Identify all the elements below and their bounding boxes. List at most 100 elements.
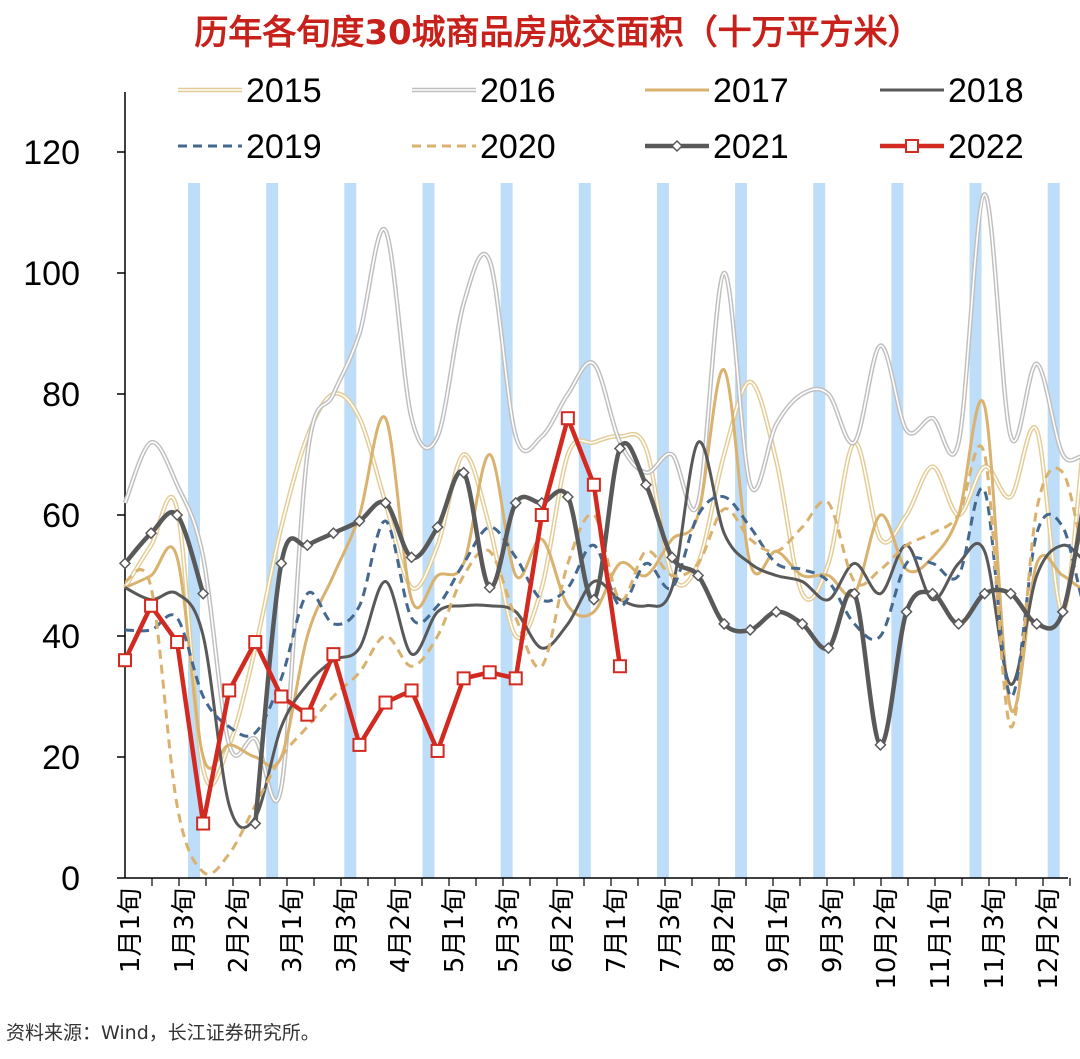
series-line [124,486,1080,738]
series-2018 [124,440,1080,830]
point-marker [353,514,366,528]
point-marker [144,598,159,613]
legend-item-2022: 2022 [880,128,1024,166]
band-18 [578,183,591,878]
x-tick-label: 1月1旬 [116,888,146,973]
point-marker [379,496,392,509]
band-6 [266,183,279,878]
band-33 [969,183,982,878]
point-marker [326,647,341,662]
series-line [123,510,206,595]
point-marker [249,817,262,830]
point-marker [613,442,627,455]
legend-item-2017: 2017 [645,72,789,110]
legend: 2015 2016 2017 2018 2019 2020 2021 2022 [178,72,1024,166]
legend-marker [670,139,684,153]
point-marker [404,683,419,698]
legend-item-2018: 2018 [880,72,1024,110]
point-marker [952,617,965,630]
legend-label: 2016 [480,72,556,110]
point-marker [978,587,991,600]
point-marker [405,551,418,564]
legend-item-2019: 2019 [178,128,322,166]
point-marker [457,466,470,479]
point-marker [744,623,757,637]
point-marker [509,496,522,509]
point-marker [118,557,132,570]
source-note: 资料来源：Wind，长江证券研究所。 [6,1022,320,1044]
y-tick-label: 60 [42,497,80,535]
point-marker [874,738,887,751]
point-marker [900,605,913,618]
x-tick-label: 5月3旬 [494,888,524,973]
point-marker [352,737,367,752]
legend-item-2016: 2016 [412,72,556,110]
series-line [124,444,1080,876]
x-tick-label: 11月3旬 [980,888,1010,990]
x-tick-label: 12月2旬 [1034,888,1064,990]
point-marker [1030,617,1043,630]
legend-item-2021: 2021 [645,128,789,166]
point-marker [822,642,835,655]
x-tick-label: 4月2旬 [386,888,416,973]
point-marker [508,671,523,686]
point-marker [1056,605,1069,618]
point-marker [430,743,445,758]
legend-label: 2019 [246,128,322,166]
x-tick-label: 10月2旬 [872,888,902,990]
point-marker [796,617,809,630]
point-marker [378,695,393,710]
x-tick-label: 3月3旬 [332,888,362,973]
point-marker [718,617,731,630]
x-tick-label: 11月1旬 [926,888,956,990]
point-marker [848,587,861,600]
series-line [124,440,1080,830]
point-marker [144,527,158,540]
series-group [118,192,1080,876]
point-marker [118,653,132,668]
point-marker [300,707,315,722]
legend-label: 2018 [948,72,1024,110]
highlight-bands [188,183,1060,878]
point-marker [274,689,289,704]
legend-label: 2022 [948,128,1024,166]
legend-item-2015: 2015 [178,72,322,110]
series-2021 [118,440,1080,830]
point-marker [275,557,288,570]
point-marker [170,635,185,650]
band-27 [813,183,826,878]
point-marker [665,551,679,564]
point-marker [692,569,705,582]
point-marker [196,816,211,831]
y-tick-label: 0 [61,860,80,898]
point-marker [222,683,237,698]
point-marker [534,508,549,522]
y-tick-label: 80 [42,376,80,414]
legend-item-2020: 2020 [412,128,556,166]
point-marker [612,659,627,674]
x-tick-label: 8月2旬 [710,888,740,973]
y-tick-label: 100 [23,255,80,293]
series-line [122,411,623,824]
point-marker [560,411,575,426]
band-36 [1047,183,1060,878]
chart-title: 历年各旬度30城商品房成交面积（十万平方米） [194,13,921,53]
legend-label: 2020 [480,128,556,166]
series-2022 [118,411,627,831]
point-marker [586,477,601,492]
point-marker [483,581,496,594]
point-marker [248,635,263,650]
band-12 [422,183,435,878]
x-tick-label: 2月2旬 [224,888,254,973]
point-marker [197,587,210,600]
x-tick-label: 7月3旬 [656,888,686,973]
legend-label: 2017 [713,72,789,110]
series-2016 [122,192,1080,804]
x-tick-label: 5月1旬 [440,888,470,973]
point-marker [639,478,653,491]
point-marker [587,593,600,606]
point-marker [1004,587,1017,600]
x-tick-label: 1月3旬 [170,888,200,973]
line-chart: 历年各旬度30城商品房成交面积（十万平方米） 0 20 40 60 80 100 120 1月… [23,13,1080,990]
y-tick-label: 120 [23,134,80,172]
